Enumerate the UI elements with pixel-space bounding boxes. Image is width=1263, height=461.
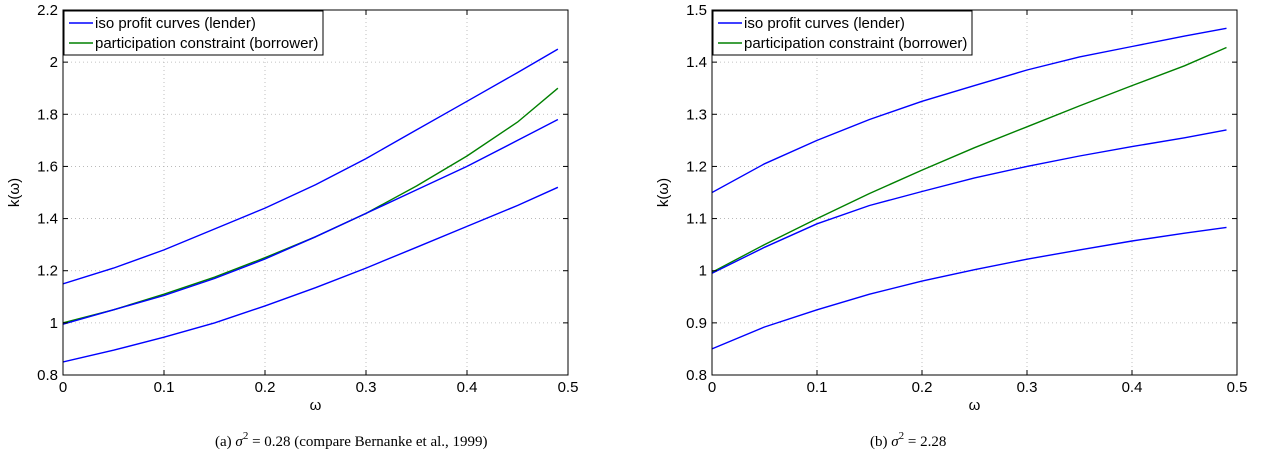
- y-tick-label: 1.4: [686, 54, 707, 71]
- y-tick-label: 1.2: [37, 263, 58, 280]
- series-line-4: [712, 226, 1227, 350]
- y-axis-label: k(ω): [655, 178, 672, 207]
- figure-caption: (b) σ2 = 2.28: [870, 430, 946, 450]
- series-line-3: [712, 129, 1227, 274]
- plot-area: [63, 10, 568, 375]
- legend-entry: iso profit curves (lender): [95, 15, 256, 32]
- x-tick-label: 0: [59, 379, 67, 396]
- legend: iso profit curves (lender) participation …: [712, 10, 973, 56]
- figure-caption: (a) σ2 = 0.28 (compare Bernanke et al., …: [215, 430, 488, 450]
- x-tick-label: 0.4: [1122, 379, 1143, 396]
- x-tick-label: 0.1: [154, 379, 175, 396]
- series-line-1: [63, 48, 559, 285]
- series-line-4: [63, 186, 559, 363]
- axes-box: [62, 9, 569, 376]
- y-tick-label: 1: [699, 263, 707, 280]
- legend-entry: iso profit curves (lender): [744, 15, 905, 32]
- x-tick-label: 0.1: [807, 379, 828, 396]
- plot-area: [712, 10, 1237, 375]
- x-tick-label: 0.5: [1227, 379, 1248, 396]
- x-tick-label: 0.2: [912, 379, 933, 396]
- y-axis-label: k(ω): [6, 178, 23, 207]
- y-tick-label: 1: [50, 315, 58, 332]
- legend-box: [63, 10, 324, 56]
- legend-box: [712, 10, 973, 56]
- y-tick-label: 2.2: [37, 2, 58, 19]
- y-tick-label: 0.8: [686, 367, 707, 384]
- x-axis-label: ω: [969, 397, 981, 414]
- legend-entry: participation constraint (borrower): [744, 35, 967, 52]
- series-line-2: [712, 46, 1227, 273]
- y-tick-label: 1.8: [37, 106, 58, 123]
- legend-entry: participation constraint (borrower): [95, 35, 318, 52]
- y-tick-label: 1.5: [686, 2, 707, 19]
- y-tick-label: 2: [50, 54, 58, 71]
- x-tick-label: 0.4: [457, 379, 478, 396]
- x-tick-label: 0.2: [255, 379, 276, 396]
- axes-box: [711, 9, 1238, 376]
- x-tick-label: 0.5: [558, 379, 579, 396]
- y-tick-label: 1.6: [37, 158, 58, 175]
- chart-panel-a: 0 0.1 0.2 0.3 0.4 0.5 0.8 1 1.2 1.4 1.6 1.8 2 2.2 ω k(ω…: [6, 2, 578, 450]
- x-axis-label: ω: [310, 397, 322, 414]
- x-tick-label: 0.3: [1017, 379, 1038, 396]
- y-tick-label: 1.2: [686, 158, 707, 175]
- series-line-1: [712, 27, 1227, 194]
- series-line-3: [63, 118, 559, 325]
- x-tick-label: 0.3: [356, 379, 377, 396]
- legend: iso profit curves (lender) participation …: [63, 10, 324, 56]
- y-tick-label: 1.3: [686, 106, 707, 123]
- y-tick-label: 1.4: [37, 211, 58, 228]
- x-tick-label: 0: [708, 379, 716, 396]
- y-tick-label: 1.1: [686, 211, 707, 228]
- y-tick-label: 0.8: [37, 367, 58, 384]
- y-tick-label: 0.9: [686, 315, 707, 332]
- chart-panel-b: 0 0.1 0.2 0.3 0.4 0.5 0.8 0.9 1 1.1 1.2 1.3 1.4 1.5 ω k…: [655, 2, 1247, 450]
